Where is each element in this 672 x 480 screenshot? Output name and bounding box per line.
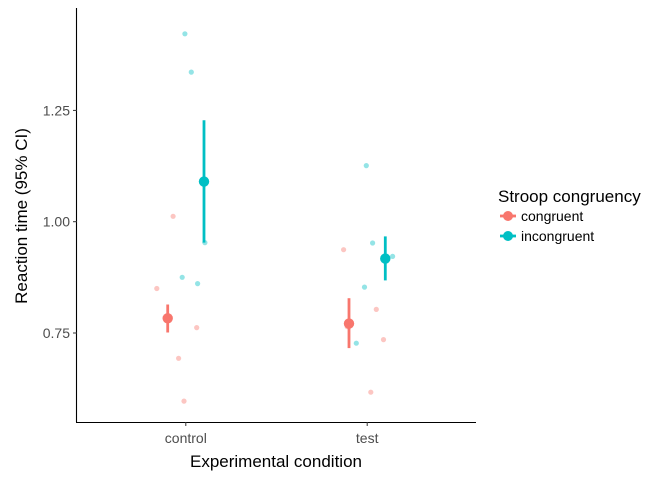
legend: Stroop congruency congruent incongruent <box>498 187 641 244</box>
mean-point-incongruent-control <box>198 176 210 187</box>
data-point-congruent <box>341 247 347 253</box>
data-point-incongruent <box>361 284 368 290</box>
y-axis-title: Reaction time (95% CI) <box>12 128 31 304</box>
data-point-incongruent <box>179 274 185 280</box>
legend-key-dot <box>503 231 513 241</box>
data-point-congruent <box>373 306 379 312</box>
mean-point-incongruent-test <box>380 253 391 264</box>
legend-title: Stroop congruency <box>498 187 641 206</box>
data-point-incongruent <box>353 340 359 346</box>
data-point-congruent <box>380 337 387 343</box>
data-point-incongruent <box>195 281 201 287</box>
plot-area <box>154 31 396 404</box>
mean-point-congruent-test <box>343 318 355 329</box>
data-point-congruent <box>170 213 176 219</box>
y-axis-ticks: 0.75 1.00 1.25 <box>43 102 77 341</box>
data-point-congruent <box>368 389 374 395</box>
legend-label: congruent <box>521 208 583 224</box>
x-axis-ticks: control test <box>165 422 379 446</box>
legend-item-congruent: congruent <box>500 208 583 224</box>
data-point-congruent <box>176 355 182 361</box>
data-point-incongruent <box>188 69 194 75</box>
x-tick-label: control <box>165 430 207 446</box>
x-axis-title: Experimental condition <box>190 452 362 471</box>
data-point-incongruent <box>182 31 188 37</box>
data-point-congruent <box>181 398 187 404</box>
data-point-congruent <box>194 325 200 331</box>
y-tick-label: 1.00 <box>43 214 70 230</box>
x-tick-label: test <box>356 430 379 446</box>
data-point-incongruent <box>390 253 396 259</box>
mean-point-congruent-control <box>162 313 173 324</box>
legend-item-incongruent: incongruent <box>500 228 594 244</box>
legend-key-dot <box>503 211 513 221</box>
raw-points-layer <box>154 31 396 404</box>
data-point-incongruent <box>370 240 376 246</box>
y-tick-label: 1.25 <box>43 102 70 118</box>
y-tick-label: 0.75 <box>43 325 70 341</box>
summary-layer <box>162 120 391 349</box>
data-point-incongruent <box>363 163 369 169</box>
legend-items: congruent incongruent <box>500 208 594 244</box>
legend-label: incongruent <box>521 228 594 244</box>
data-point-congruent <box>154 285 160 292</box>
